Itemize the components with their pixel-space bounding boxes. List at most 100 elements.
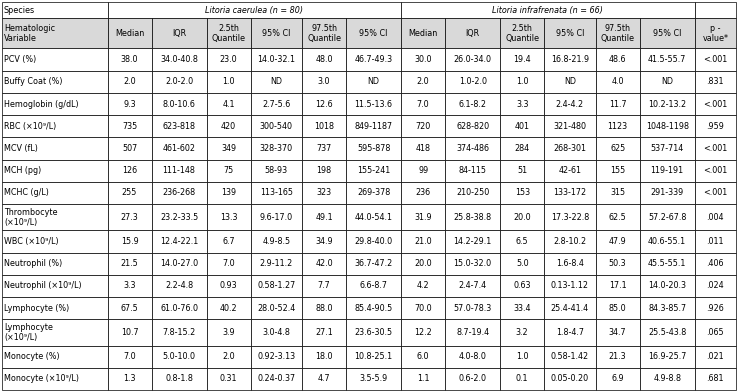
Bar — [346, 297, 401, 319]
Text: 5.0: 5.0 — [516, 259, 528, 268]
Text: 17.1: 17.1 — [609, 281, 627, 290]
Bar — [151, 182, 207, 204]
Bar — [500, 345, 544, 368]
Text: 507: 507 — [122, 144, 137, 153]
Bar — [596, 368, 640, 390]
Bar — [445, 93, 500, 115]
Text: 36.7-47.2: 36.7-47.2 — [354, 259, 393, 268]
Text: 4.0-8.0: 4.0-8.0 — [459, 352, 486, 361]
Bar — [207, 345, 251, 368]
Text: .959: .959 — [706, 122, 724, 131]
Text: 2.4-4.2: 2.4-4.2 — [556, 100, 584, 109]
Text: ND: ND — [270, 77, 283, 86]
Bar — [401, 49, 445, 71]
Text: 323: 323 — [317, 189, 331, 198]
Text: 23.2-33.5: 23.2-33.5 — [160, 213, 199, 222]
Bar — [694, 93, 736, 115]
Bar — [500, 160, 544, 182]
Text: 34.0-40.8: 34.0-40.8 — [160, 55, 198, 64]
Text: 349: 349 — [221, 144, 236, 153]
Bar — [694, 49, 736, 71]
Bar — [151, 252, 207, 275]
Bar — [640, 319, 694, 345]
Bar — [640, 160, 694, 182]
Bar — [640, 93, 694, 115]
Bar — [596, 182, 640, 204]
Bar — [445, 18, 500, 49]
Bar — [640, 18, 694, 49]
Bar — [694, 204, 736, 230]
Text: Lymphocyte
(×10⁹/L): Lymphocyte (×10⁹/L) — [4, 323, 53, 342]
Bar — [346, 275, 401, 297]
Bar — [251, 252, 302, 275]
Bar — [640, 137, 694, 160]
Bar — [207, 204, 251, 230]
Bar — [151, 93, 207, 115]
Bar — [108, 252, 151, 275]
Bar — [596, 71, 640, 93]
Text: 0.63: 0.63 — [514, 281, 531, 290]
Bar — [2, 368, 108, 390]
Bar — [2, 297, 108, 319]
Bar — [596, 93, 640, 115]
Text: 1048-1198: 1048-1198 — [646, 122, 689, 131]
Text: 1.3: 1.3 — [123, 374, 136, 383]
Text: 3.3: 3.3 — [123, 281, 136, 290]
Text: .406: .406 — [706, 259, 724, 268]
Bar — [694, 275, 736, 297]
Text: ND: ND — [564, 77, 576, 86]
Text: 625: 625 — [610, 144, 625, 153]
Text: 236-268: 236-268 — [162, 189, 196, 198]
Bar — [251, 297, 302, 319]
Text: 20.0: 20.0 — [514, 213, 531, 222]
Text: 111-148: 111-148 — [162, 166, 196, 175]
Text: 15.0-32.0: 15.0-32.0 — [454, 259, 492, 268]
Bar — [640, 230, 694, 252]
Bar — [151, 345, 207, 368]
Bar — [346, 319, 401, 345]
Bar — [640, 49, 694, 71]
Bar — [596, 230, 640, 252]
Bar — [2, 275, 108, 297]
Bar — [346, 137, 401, 160]
Bar — [445, 137, 500, 160]
Text: 5.0-10.0: 5.0-10.0 — [162, 352, 196, 361]
Text: 16.8-21.9: 16.8-21.9 — [551, 55, 589, 64]
Text: 2.0: 2.0 — [123, 77, 136, 86]
Bar — [207, 368, 251, 390]
Text: ND: ND — [368, 77, 379, 86]
Text: 6.5: 6.5 — [516, 237, 528, 246]
Text: 2.2-4.8: 2.2-4.8 — [165, 281, 193, 290]
Text: 57.0-78.3: 57.0-78.3 — [454, 304, 492, 313]
Text: 15.9: 15.9 — [120, 237, 139, 246]
Bar — [694, 160, 736, 182]
Text: 3.5-5.9: 3.5-5.9 — [359, 374, 387, 383]
Bar — [401, 137, 445, 160]
Bar — [108, 49, 151, 71]
Text: 155: 155 — [610, 166, 625, 175]
Bar — [251, 49, 302, 71]
Bar — [445, 275, 500, 297]
Bar — [207, 49, 251, 71]
Text: 85.0: 85.0 — [609, 304, 627, 313]
Text: 62.5: 62.5 — [609, 213, 627, 222]
Text: 88.0: 88.0 — [315, 304, 333, 313]
Text: 14.0-27.0: 14.0-27.0 — [160, 259, 198, 268]
Bar — [596, 160, 640, 182]
Bar — [401, 275, 445, 297]
Text: 42-61: 42-61 — [559, 166, 582, 175]
Bar — [251, 368, 302, 390]
Bar — [445, 204, 500, 230]
Bar — [401, 71, 445, 93]
Bar — [151, 204, 207, 230]
Bar — [2, 137, 108, 160]
Bar — [302, 230, 346, 252]
Text: 1.0-2.0: 1.0-2.0 — [459, 77, 486, 86]
Bar — [694, 252, 736, 275]
Text: 25.8-38.8: 25.8-38.8 — [454, 213, 492, 222]
Text: 11.5-13.6: 11.5-13.6 — [354, 100, 393, 109]
Text: 30.0: 30.0 — [414, 55, 432, 64]
Text: 95% CI: 95% CI — [653, 29, 681, 38]
Bar — [694, 115, 736, 137]
Text: 42.0: 42.0 — [315, 259, 333, 268]
